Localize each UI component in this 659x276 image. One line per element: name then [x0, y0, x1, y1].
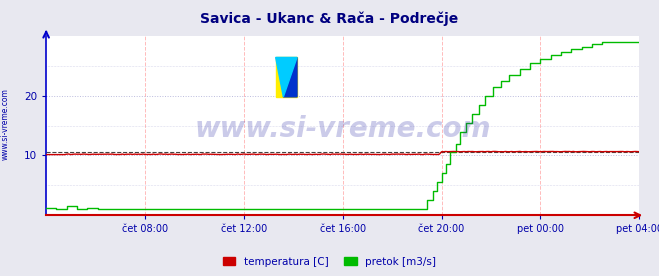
Text: www.si-vreme.com: www.si-vreme.com	[1, 88, 10, 160]
Text: www.si-vreme.com: www.si-vreme.com	[194, 115, 491, 143]
Polygon shape	[283, 57, 297, 97]
Text: Savica - Ukanc & Rača - Podrečje: Savica - Ukanc & Rača - Podrečje	[200, 11, 459, 26]
Bar	[275, 57, 297, 97]
Legend: temperatura [C], pretok [m3/s]: temperatura [C], pretok [m3/s]	[219, 253, 440, 271]
Polygon shape	[275, 57, 297, 97]
